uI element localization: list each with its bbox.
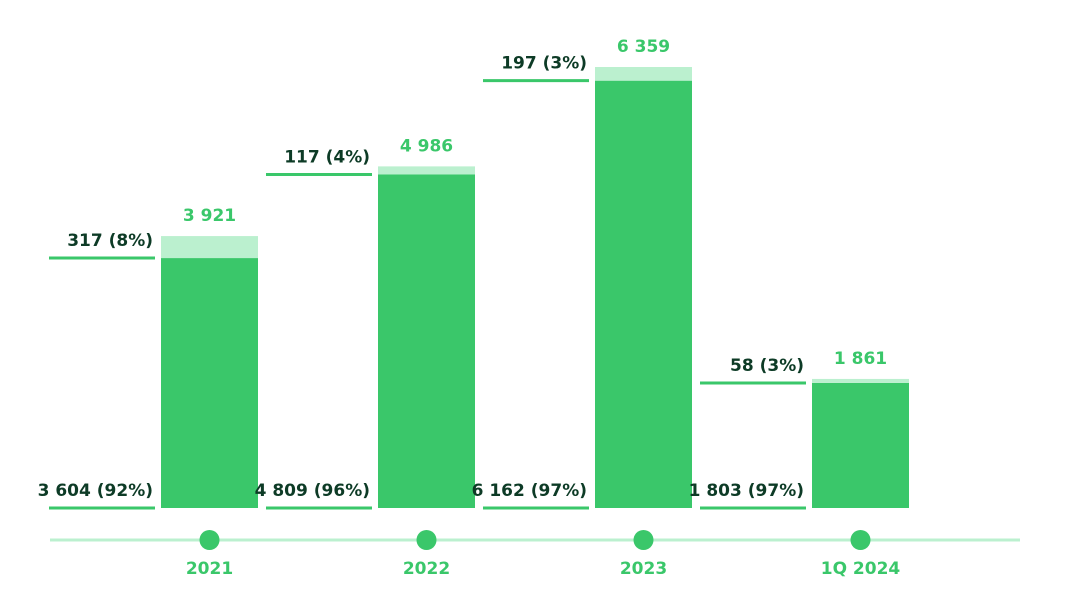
segment-label: 3 604 (92%)	[38, 481, 153, 501]
bar-segment	[595, 67, 692, 81]
segment-label: 197 (3%)	[501, 54, 587, 74]
x-tick-label: 1Q 2024	[821, 559, 901, 579]
segment-label: 6 162 (97%)	[472, 481, 587, 501]
bar-segment	[161, 236, 258, 259]
timeline-dot	[850, 530, 871, 550]
timeline-dot	[633, 530, 654, 550]
segment-label: 317 (8%)	[67, 231, 153, 251]
segment-label: 4 809 (96%)	[255, 481, 370, 501]
total-label: 1 861	[834, 349, 887, 369]
segment-label: 117 (4%)	[284, 147, 370, 167]
total-label: 4 986	[400, 136, 453, 156]
x-tick-label: 2022	[403, 559, 450, 579]
bar-segment	[378, 166, 475, 175]
timeline-dot	[416, 530, 437, 550]
segment-label: 1 803 (97%)	[689, 481, 804, 501]
bar-segment	[161, 258, 258, 508]
segment-label: 58 (3%)	[730, 356, 804, 376]
x-tick-label: 2021	[186, 559, 233, 579]
bar-segment	[378, 174, 475, 508]
total-label: 6 359	[617, 37, 670, 57]
bar-segment	[812, 378, 909, 383]
timeline-dot	[199, 530, 220, 550]
bar-segment	[595, 80, 692, 509]
total-label: 3 921	[183, 206, 236, 226]
x-tick-label: 2023	[620, 559, 667, 579]
bar-segment	[812, 382, 909, 508]
